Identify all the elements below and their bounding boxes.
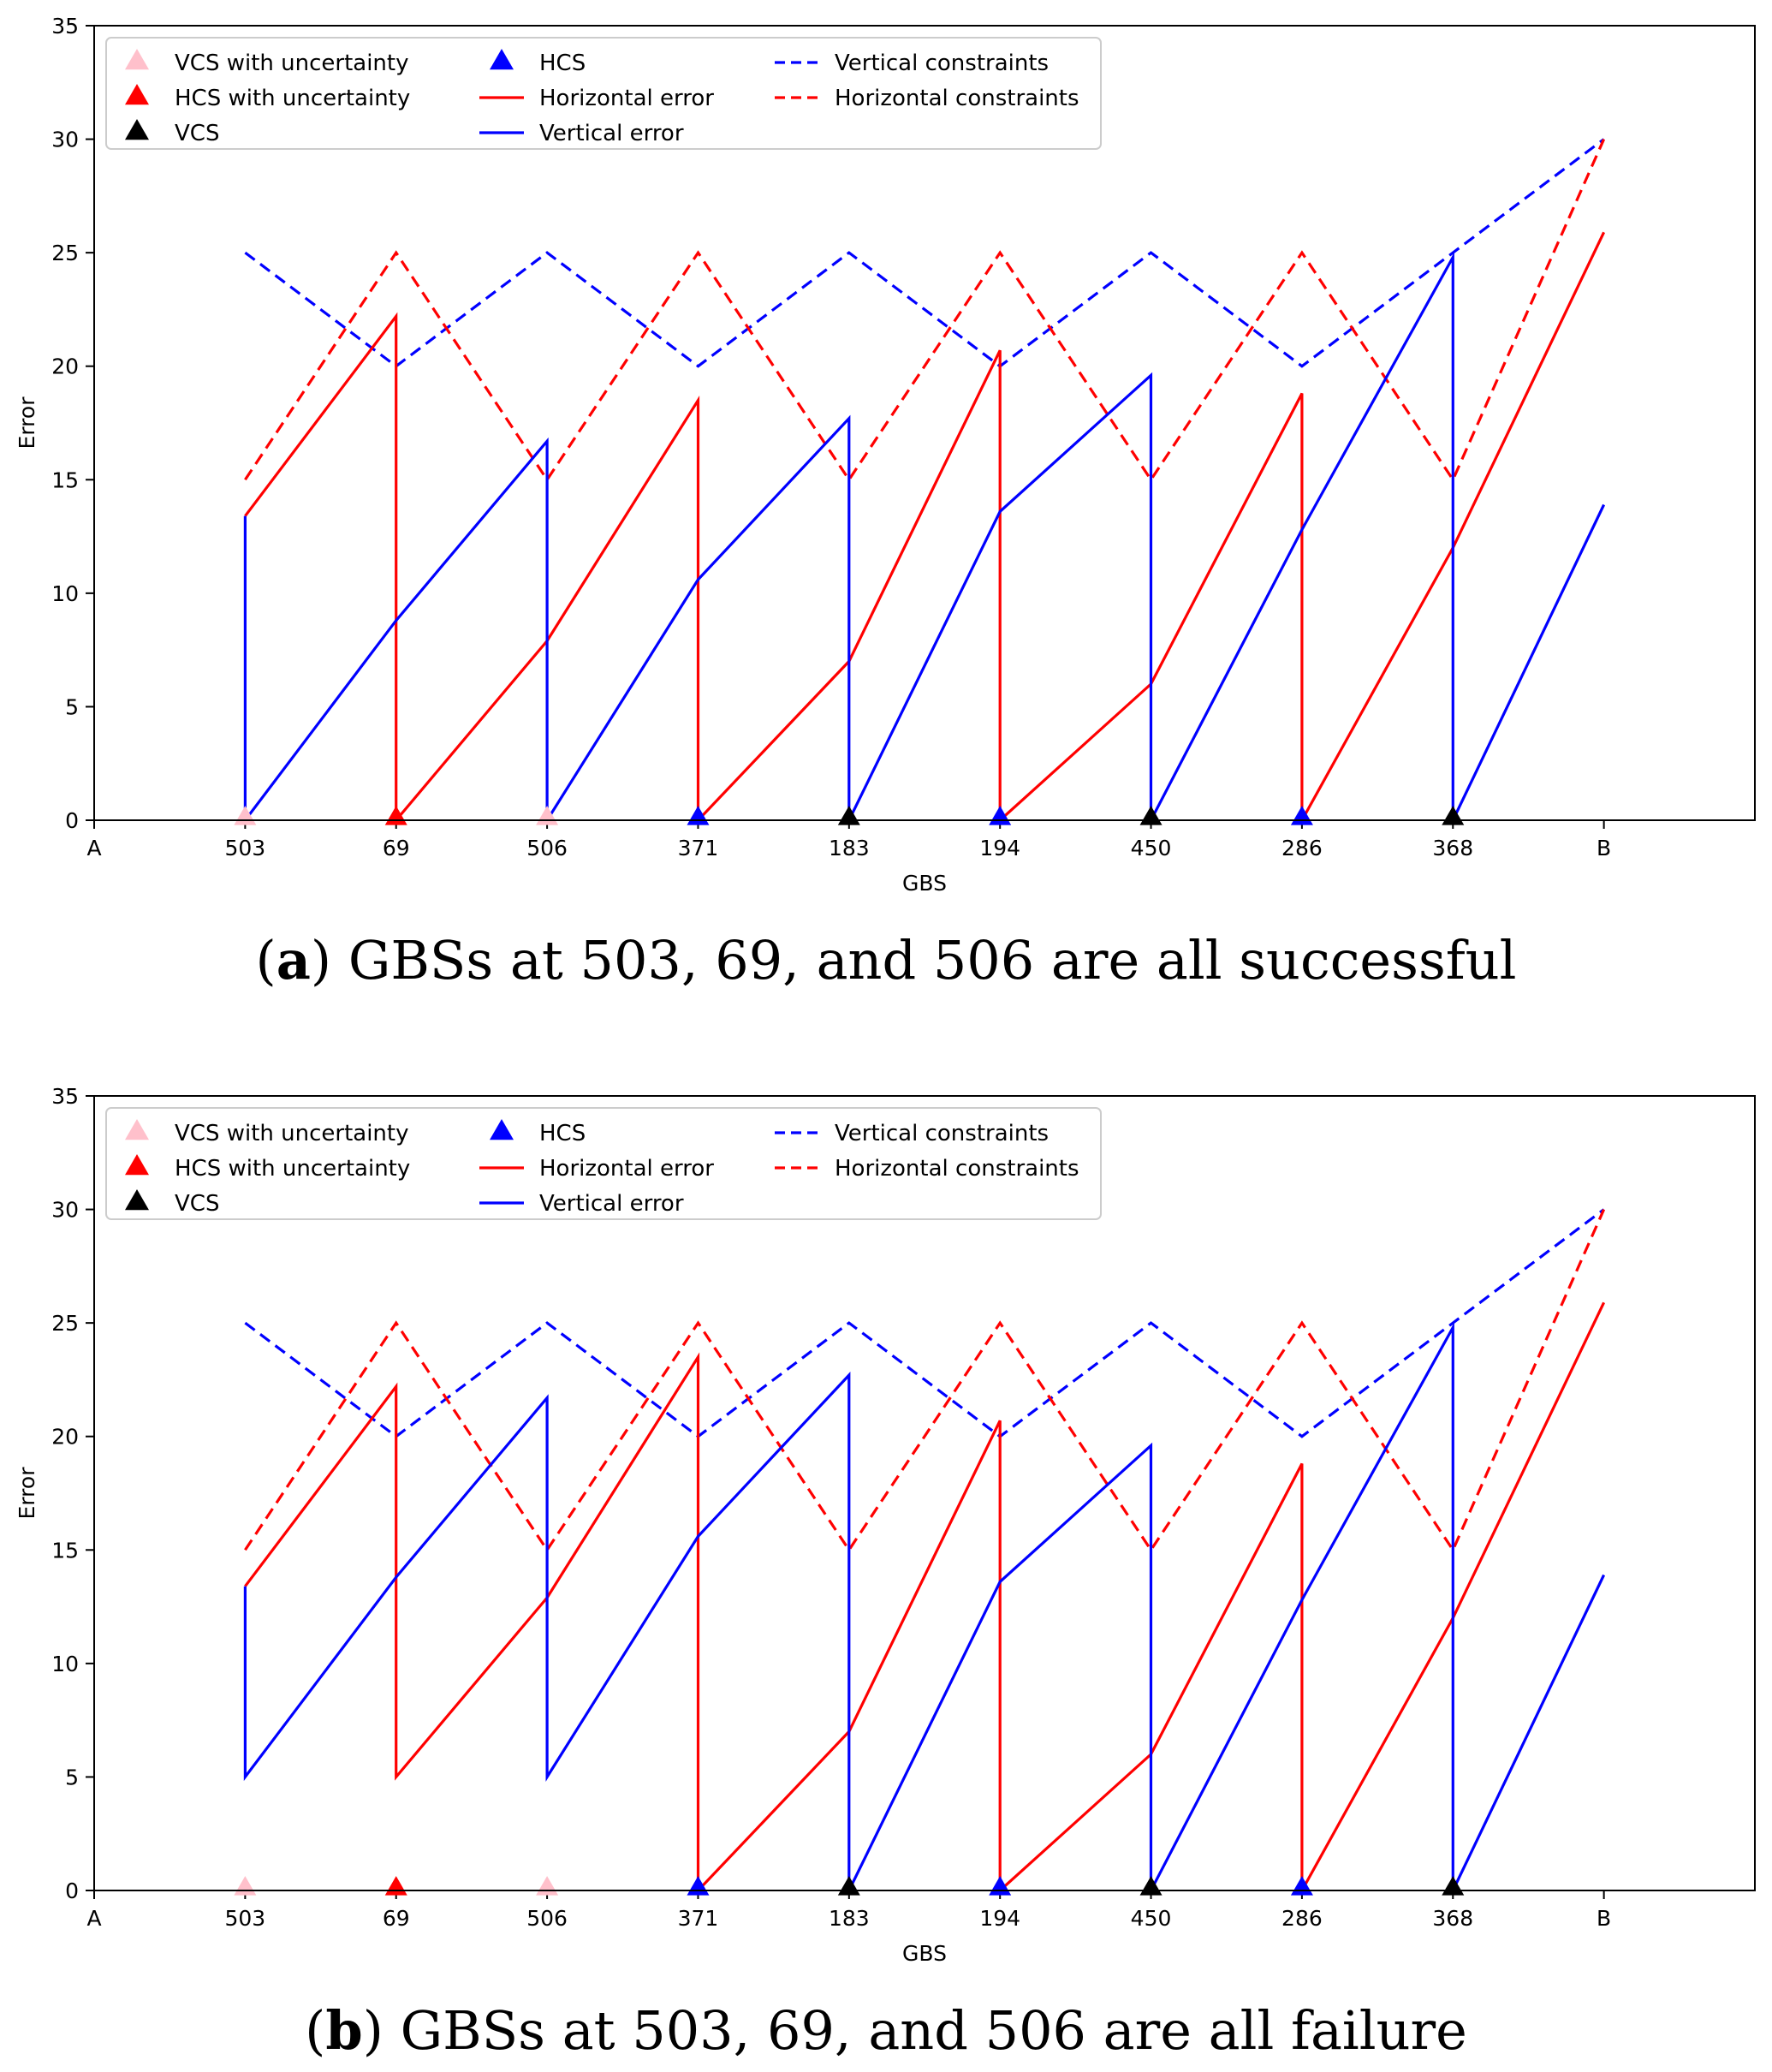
x-tick-label: 183 <box>829 836 870 860</box>
x-tick-label: 69 <box>383 1906 410 1931</box>
legend-marker-hcs-with-uncertainty <box>125 83 149 105</box>
y-axis-label: Error <box>15 1467 39 1520</box>
legend-label: HCS <box>539 1121 586 1146</box>
x-tick-label: 368 <box>1432 836 1473 860</box>
y-tick-label: 5 <box>65 694 79 719</box>
series-vertical-constraints <box>244 138 1605 368</box>
legend-label: VCS with uncertainty <box>175 1121 408 1146</box>
legend-marker-hcs-with-uncertainty <box>125 1153 149 1176</box>
legend-label: HCS <box>539 51 586 76</box>
series-vertical-error <box>243 1322 1606 1890</box>
x-axis-label: GBS <box>902 871 947 896</box>
legend-label: Vertical error <box>539 1191 684 1217</box>
series-horizontal-constraints <box>244 138 1606 483</box>
y-tick-label: 20 <box>51 1425 79 1450</box>
caption-a: (a) GBSs at 503, 69, and 506 are all suc… <box>255 929 1517 991</box>
plot-frame <box>93 25 1756 821</box>
y-tick-label: 20 <box>51 354 79 379</box>
caption-b: (b) GBSs at 503, 69, and 506 are all fai… <box>305 1999 1467 2062</box>
y-tick-label: 0 <box>65 1878 79 1903</box>
legend-label: VCS with uncertainty <box>175 51 408 76</box>
x-tick-label: 368 <box>1432 1906 1473 1931</box>
legend-marker-vcs-with-uncertainty <box>125 48 149 70</box>
y-tick-label: 10 <box>51 1652 79 1676</box>
y-tick-label: 15 <box>51 1538 79 1563</box>
caption-a-label: a <box>276 929 311 991</box>
chart-panel-b: 0 5 10 15 20 25 30 35 A 503 69 506 371 183 194 450 286 36… <box>0 1070 1772 2072</box>
y-tick-label: 35 <box>51 1084 79 1109</box>
x-tick-label: 503 <box>225 1906 266 1931</box>
x-tick-label: A <box>86 1906 101 1931</box>
x-tick-label: 69 <box>383 836 410 860</box>
y-tick-label: 30 <box>51 1198 79 1223</box>
legend-marker-hcs <box>490 48 514 70</box>
chart-b: 0 5 10 15 20 25 30 35 A 503 69 506 371 183 194 450 286 36… <box>15 1084 1756 1966</box>
legend-label: VCS <box>175 121 219 146</box>
x-tick-label: 450 <box>1131 836 1172 860</box>
legend-marker-hcs <box>490 1118 514 1140</box>
series-horizontal-constraints <box>244 1208 1606 1553</box>
legend-box <box>105 37 1102 150</box>
x-tick-label: 371 <box>678 836 719 860</box>
x-tick-label: 503 <box>225 836 266 860</box>
series-horizontal-error <box>244 1301 1606 1890</box>
series-group <box>243 1208 1606 1890</box>
series-vertical-constraints <box>244 1208 1605 1438</box>
series-vertical-error <box>243 252 1606 820</box>
y-axis-label: Error <box>15 396 39 450</box>
y-tick-label: 15 <box>51 467 79 492</box>
legend: VCS with uncertainty HCS with uncertainty… <box>105 1107 1102 1220</box>
chart-a: 0 5 10 15 20 25 30 35 A 503 69 506 371 183 194 450 286 36… <box>15 14 1756 896</box>
legend-marker-vcs-with-uncertainty <box>125 1118 149 1140</box>
x-tick-label: 183 <box>829 1906 870 1931</box>
x-tick-label: 450 <box>1131 1906 1172 1931</box>
legend-label: Vertical error <box>539 121 684 146</box>
legend-label: Horizontal error <box>539 1156 714 1182</box>
legend-label: HCS with uncertainty <box>175 86 410 111</box>
plot-frame <box>93 1095 1756 1891</box>
series-group <box>243 138 1606 820</box>
x-tick-label: 506 <box>526 1906 568 1931</box>
legend-label: HCS with uncertainty <box>175 1156 410 1182</box>
legend-marker-vcs <box>125 1188 149 1211</box>
legend-label: Horizontal constraints <box>835 86 1079 111</box>
x-tick-label: B <box>1597 836 1611 860</box>
y-tick-label: 35 <box>51 14 79 39</box>
x-tick-label: 286 <box>1281 836 1323 860</box>
x-tick-label: 194 <box>979 836 1020 860</box>
x-axis-label: GBS <box>902 1941 947 1966</box>
y-tick-label: 10 <box>51 581 79 606</box>
y-tick-label: 30 <box>51 128 79 152</box>
chart-panel-a: 0 5 10 15 20 25 30 35 A 503 69 506 371 183 194 450 286 36… <box>15 14 1756 991</box>
caption-a-text: GBSs at 503, 69, and 506 are all success… <box>348 929 1517 991</box>
x-tick-label: B <box>1597 1906 1611 1931</box>
x-tick-label: 194 <box>979 1906 1020 1931</box>
legend-marker-vcs <box>125 118 149 140</box>
legend-label: Horizontal error <box>539 86 714 111</box>
series-horizontal-error <box>244 231 1606 820</box>
caption-b-text: GBSs at 503, 69, and 506 are all failure <box>400 1999 1467 2062</box>
x-tick-label: 286 <box>1281 1906 1323 1931</box>
legend-label: Vertical constraints <box>835 1121 1049 1146</box>
y-tick-label: 5 <box>65 1765 79 1789</box>
legend-label: Horizontal constraints <box>835 1156 1079 1182</box>
y-tick-label: 25 <box>51 241 79 265</box>
caption-b-label: b <box>325 1999 363 2062</box>
x-tick-label: 371 <box>678 1906 719 1931</box>
y-tick-label: 0 <box>65 808 79 833</box>
legend-box <box>105 1107 1102 1220</box>
x-tick-label: 506 <box>526 836 568 860</box>
legend: VCS with uncertainty HCS with uncertainty… <box>105 37 1102 150</box>
x-tick-label: A <box>86 836 101 860</box>
y-tick-label: 25 <box>51 1311 79 1336</box>
legend-label: VCS <box>175 1191 219 1217</box>
legend-label: Vertical constraints <box>835 51 1049 76</box>
